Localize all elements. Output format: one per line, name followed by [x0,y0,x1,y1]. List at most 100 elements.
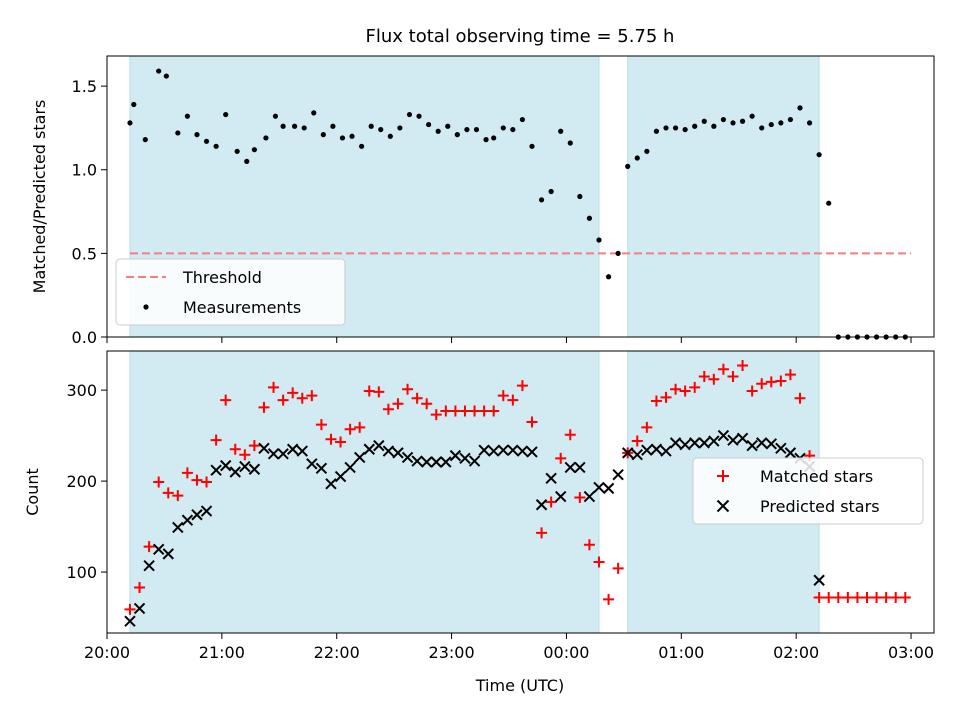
measurement-point [491,135,497,141]
matched-stars-point [449,405,461,417]
measurement-point [127,120,133,126]
predicted-stars-point [229,466,241,478]
x-tick-label: 22:00 [314,643,360,662]
matched-stars-point [382,403,394,415]
legend-predicted-label: Predicted stars [760,497,880,516]
matched-stars-point [421,398,433,410]
predicted-stars-point [382,445,395,457]
top-y-axis: 0.0 0.5 1.0 1.5 [72,77,107,347]
predicted-stars-point [248,463,261,475]
predicted-stars-point [296,445,308,457]
predicted-stars-point [459,452,471,465]
predicted-stars-point [124,615,136,627]
matched-stars-point [775,375,787,387]
matched-stars-point [612,562,624,574]
measurement-point [634,155,640,161]
predicted-stars-point [258,442,270,455]
matched-stars-point [354,421,366,433]
matched-stars-point [679,385,691,397]
top-plot-frame [106,55,935,338]
matched-stars-point [478,405,490,417]
measurement-point [368,123,374,129]
x-tick-label: 02:00 [773,643,819,662]
matched-stars-point [363,385,375,397]
matched-stars-point [631,435,643,447]
bottom-y-axis-label: Count [23,468,42,516]
counts-layer [124,360,911,627]
predicted-stars-point [344,461,356,474]
predicted-stars-point [133,602,146,615]
y-tick-label: 1.0 [72,161,97,180]
predicted-stars-point [746,439,758,452]
x-axis-label: Time (UTC) [475,676,564,695]
x-tick-label: 01:00 [658,643,704,662]
matched-stars-point [526,416,538,428]
matched-stars-point [181,467,193,479]
top-legend: Threshold Measurements [115,258,346,326]
measurement-point [426,121,432,128]
measurement-point [251,147,258,153]
matched-stars-point [899,592,911,604]
matched-stars-point [268,381,280,393]
measurement-point [339,135,346,141]
measurement-point [234,148,240,154]
measurement-point [473,126,480,133]
measurement-point [558,128,564,134]
measurement-point [739,118,746,124]
matched-stars-point [583,539,595,551]
measurement-point [435,128,441,134]
predicted-stars-point [306,458,318,470]
matched-stars-point [469,405,481,417]
predicted-stars-point [784,447,797,459]
matched-stars-point [574,491,586,503]
matched-stars-point [851,592,863,604]
predicted-stars-point [717,429,730,442]
measurement-point [663,125,669,131]
predicted-stars-point [688,437,701,449]
matched-stars-point [516,380,528,392]
matched-stars-point [794,392,806,404]
matched-stars-point [258,401,270,413]
matched-stars-point [402,383,414,395]
matched-stars-point [689,381,701,393]
matched-stars-point [698,370,710,382]
measurement-point [131,101,137,108]
matched-stars-point [344,423,356,435]
predicted-stars-point [162,548,174,560]
matched-stars-point [229,443,241,455]
measurement-point [778,120,784,126]
predicted-stars-point [545,472,557,485]
matched-stars-point [315,419,327,431]
predicted-stars-point [267,448,280,460]
measurement-point [330,123,336,129]
measurement-point [406,111,413,118]
measurement-point [749,113,755,119]
predicted-stars-point [143,559,155,572]
predicted-stars-point [373,439,385,452]
matched-stars-point [756,378,768,390]
matched-stars-point [201,476,213,488]
top-x-ticks [106,337,912,343]
measurement-point [806,120,813,126]
measurement-point [349,133,355,139]
measurement-point [301,125,307,131]
measurement-point [826,200,832,206]
predicted-stars-point [554,490,567,503]
predicted-stars-point [478,444,490,456]
measurement-point [223,111,229,118]
matched-stars-point [488,405,500,417]
matched-stars-point [440,405,452,417]
predicted-stars-point [641,444,653,456]
matched-stars-point [555,452,567,464]
predicted-stars-point [621,447,634,459]
predicted-stars-point [516,445,529,457]
measurement-point [682,126,688,133]
y-tick-label: 100 [66,563,97,582]
measurement-point [280,123,286,129]
measurement-point [175,130,181,136]
predicted-stars-point [631,448,643,461]
measurement-point [730,120,736,126]
matched-stars-point [172,490,184,502]
figure-title: Flux total observing time = 5.75 h [366,26,675,47]
predicted-stars-point [286,443,299,455]
